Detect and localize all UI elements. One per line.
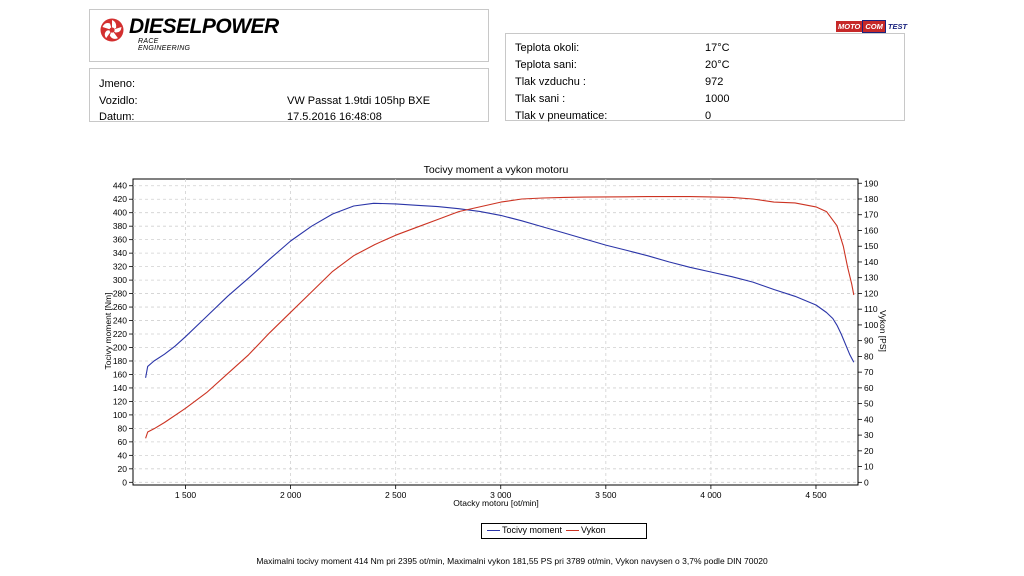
y-tick-label: 80 xyxy=(118,423,128,433)
legend-swatch-power xyxy=(566,530,579,532)
legend-item-torque: Tocivy moment xyxy=(487,525,562,535)
x-tick-label: 4 500 xyxy=(805,490,827,500)
y-tick-label: 240 xyxy=(113,316,127,326)
condition-value: 972 xyxy=(705,76,724,88)
condition-value: 1000 xyxy=(705,93,730,105)
y2-tick-label: 180 xyxy=(864,194,878,204)
legend-label-torque: Tocivy moment xyxy=(502,525,563,535)
date-label: Datum: xyxy=(99,111,135,123)
y2-tick-label: 30 xyxy=(864,430,874,440)
y2-tick-label: 70 xyxy=(864,367,874,377)
y-tick-label: 200 xyxy=(113,343,127,353)
x-tick-label: 3 000 xyxy=(490,490,512,500)
x-tick-label: 1 500 xyxy=(175,490,197,500)
x-axis-label: Otacky motoru [ot/min] xyxy=(453,498,539,508)
legend-swatch-torque xyxy=(487,530,500,532)
y-tick-label: 420 xyxy=(113,194,127,204)
y2-tick-label: 10 xyxy=(864,462,874,472)
legend-label-power: Vykon xyxy=(581,525,606,535)
y-tick-label: 260 xyxy=(113,302,127,312)
condition-label: Tlak sani : xyxy=(515,93,566,105)
y2-tick-label: 90 xyxy=(864,336,874,346)
chart-title: Tocivy moment a vykon motoru xyxy=(424,164,569,176)
y-tick-label: 100 xyxy=(113,410,127,420)
y-tick-label: 120 xyxy=(113,396,127,406)
torque-curve xyxy=(145,202,855,378)
vehicle-value: VW Passat 1.9tdi 105hp BXE xyxy=(287,95,431,107)
series-lines xyxy=(145,196,855,439)
mototest-logo-part1: MOTO xyxy=(836,21,863,32)
y-tick-label: 280 xyxy=(113,289,127,299)
y2-tick-label: 120 xyxy=(864,288,878,298)
conditions-panel: Teplota okoli: 17°C Teplota sani: 20°C T… xyxy=(505,33,905,122)
mototest-logo-part2: COM xyxy=(862,20,886,33)
y2-tick-label: 170 xyxy=(864,210,878,220)
y2-tick-label: 110 xyxy=(864,304,878,314)
vehicle-info-panel: Jmeno: Vozidlo: VW Passat 1.9tdi 105hp B… xyxy=(89,68,489,123)
x-tick-label: 4 000 xyxy=(700,490,722,500)
name-label: Jmeno: xyxy=(99,78,136,90)
y-tick-label: 20 xyxy=(118,464,128,474)
logo-panel: DIESELPOWER RACE ENGINEERING xyxy=(89,9,489,62)
y2-tick-label: 160 xyxy=(864,225,878,235)
condition-label: Teplota sani: xyxy=(515,59,577,71)
summary-footer: Maximalni tocivy moment 414 Nm pri 2395 … xyxy=(256,556,768,566)
y2-tick-label: 190 xyxy=(864,178,878,188)
y-tick-label: 180 xyxy=(113,356,127,366)
condition-value: 0 xyxy=(705,110,712,122)
axes: 0204060801001201401601802002202402602803… xyxy=(113,178,879,500)
condition-label: Tlak vzduchu : xyxy=(515,76,586,88)
y-axis-label: Tocivy moment [Nm] xyxy=(103,293,113,370)
y2-tick-label: 100 xyxy=(864,320,878,330)
y-tick-label: 60 xyxy=(118,437,128,447)
x-tick-label: 3 500 xyxy=(595,490,617,500)
y2-tick-label: 60 xyxy=(864,383,874,393)
mototest-logo-part3: TEST xyxy=(887,22,908,31)
condition-value: 20°C xyxy=(705,59,730,71)
y2-tick-label: 20 xyxy=(864,446,874,456)
y-tick-label: 160 xyxy=(113,369,127,379)
legend-item-power: Vykon xyxy=(566,525,606,535)
y-tick-label: 400 xyxy=(113,208,127,218)
y-tick-label: 360 xyxy=(113,235,127,245)
y2-axis-label: Vykon [PS] xyxy=(878,310,888,352)
vehicle-label: Vozidlo: xyxy=(99,95,138,107)
y-tick-label: 40 xyxy=(118,450,128,460)
turbo-wheel-icon xyxy=(100,18,124,42)
grid-lines xyxy=(133,179,858,485)
y2-tick-label: 0 xyxy=(864,477,869,487)
y2-tick-label: 40 xyxy=(864,414,874,424)
x-tick-label: 2 500 xyxy=(385,490,407,500)
y2-tick-label: 150 xyxy=(864,241,878,251)
y2-tick-label: 50 xyxy=(864,399,874,409)
chart-legend: Tocivy moment Vykon xyxy=(481,523,647,539)
mototest-logo: MOTO COM TEST xyxy=(836,20,909,33)
y-tick-label: 320 xyxy=(113,262,127,272)
y2-tick-label: 130 xyxy=(864,273,878,283)
y-tick-label: 340 xyxy=(113,248,127,258)
date-value: 17.5.2016 16:48:08 xyxy=(287,111,382,123)
y2-tick-label: 140 xyxy=(864,257,878,267)
x-tick-label: 2 000 xyxy=(280,490,302,500)
y-tick-label: 440 xyxy=(113,181,127,191)
condition-value: 17°C xyxy=(705,42,730,54)
brand-tagline: RACE ENGINEERING xyxy=(138,38,191,52)
y-tick-label: 220 xyxy=(113,329,127,339)
y-tick-label: 380 xyxy=(113,221,127,231)
condition-label: Teplota okoli: xyxy=(515,42,580,54)
y2-tick-label: 80 xyxy=(864,351,874,361)
brand-name: DIESELPOWER xyxy=(129,15,279,38)
condition-label: Tlak v pneumatice: xyxy=(515,110,608,122)
y-tick-label: 140 xyxy=(113,383,127,393)
power-curve xyxy=(145,196,855,439)
y-tick-label: 300 xyxy=(113,275,127,285)
y-tick-label: 0 xyxy=(122,477,127,487)
plot-area xyxy=(132,178,859,486)
